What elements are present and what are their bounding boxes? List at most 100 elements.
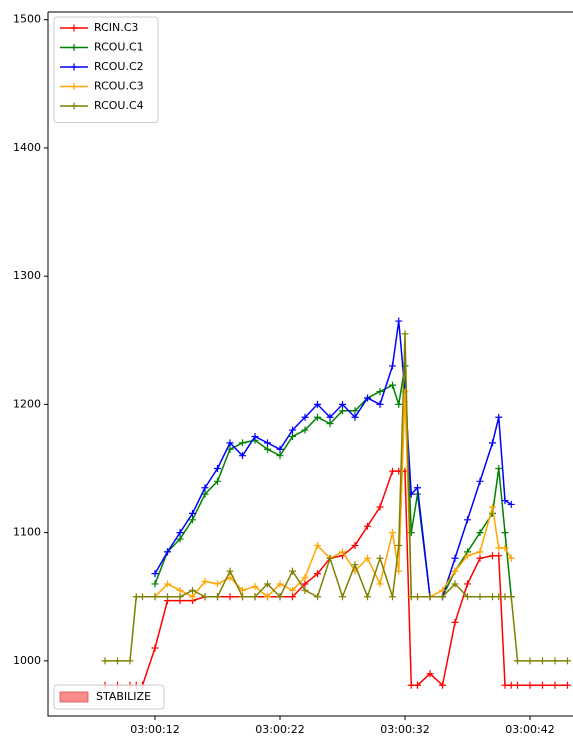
point-marker [439,681,446,689]
point-marker [276,445,284,453]
point-marker [289,567,296,575]
legend-marker [70,63,78,71]
legend-box [53,16,159,123]
point-marker [351,561,359,569]
point-marker [489,439,496,447]
point-marker [507,554,515,562]
point-marker [439,586,446,594]
point-marker [464,516,471,524]
legend-label: RCIN.C3 [94,21,138,34]
point-marker [376,400,384,408]
point-marker [251,593,259,601]
point-marker [301,580,309,588]
point-marker [301,426,309,434]
point-marker [201,484,209,492]
point-marker [376,580,384,588]
point-marker [276,593,284,601]
x-tick-label: 03:00:12 [130,723,179,736]
point-marker [264,580,271,588]
point-marker [389,362,396,370]
point-marker [201,577,209,585]
point-marker [489,593,496,601]
legend-marker [70,24,78,32]
point-marker [214,465,221,473]
point-marker [407,593,415,601]
point-marker [551,657,559,665]
point-marker [451,554,459,562]
point-marker [426,593,434,601]
point-marker [414,593,421,601]
point-marker [376,388,384,396]
point-marker [164,548,171,556]
point-marker [501,544,509,552]
point-marker [251,432,259,440]
point-marker [407,681,415,689]
point-marker [514,681,521,689]
point-marker [189,586,196,594]
legend-marker [70,44,78,51]
point-marker [301,586,309,594]
point-marker [526,657,534,665]
legend-label: RCOU.C4 [94,99,144,112]
point-marker [314,541,321,549]
point-marker [226,593,234,601]
point-marker [395,567,403,575]
y-tick-label: 1300 [13,269,41,282]
point-marker [289,593,296,601]
point-marker [564,681,571,689]
point-marker [176,535,184,543]
point-marker [526,681,534,689]
point-marker [301,574,309,582]
point-marker [476,593,484,601]
point-marker [389,529,396,537]
point-marker [151,593,159,601]
point-marker [439,593,446,601]
point-marker [301,413,309,421]
point-marker [551,681,559,689]
point-marker [389,593,396,601]
point-marker [226,439,234,447]
point-marker [507,681,515,689]
point-marker [476,477,484,485]
point-marker [339,407,346,415]
mode-label: STABILIZE [96,690,151,703]
point-marker [507,500,515,508]
point-marker [495,413,503,421]
point-marker [401,330,409,338]
point-marker [264,593,271,601]
point-marker [489,552,496,560]
point-marker [476,554,484,562]
legend-label: RCOU.C1 [94,41,144,54]
point-marker [264,439,271,447]
point-marker [376,554,384,562]
y-tick-label: 1100 [13,526,41,539]
mode-legend-box [53,684,165,710]
point-marker [414,681,421,689]
point-marker [314,570,321,578]
point-marker [289,432,296,440]
y-tick-label: 1000 [13,654,41,667]
point-marker [395,400,403,408]
point-marker [464,552,471,560]
point-marker [201,593,209,601]
point-marker [289,586,296,594]
point-marker [364,554,371,562]
point-marker [289,426,296,434]
point-marker [351,413,359,421]
point-marker [495,544,503,552]
point-marker [507,593,515,601]
point-marker [314,413,321,421]
point-marker [426,670,434,678]
legend-label: RCOU.C3 [94,80,144,93]
point-marker [139,593,146,601]
point-marker [389,467,396,475]
point-marker [239,593,246,601]
point-marker [395,541,403,549]
point-marker [451,567,459,575]
point-marker [226,567,234,575]
point-marker [339,548,346,556]
point-marker [164,593,171,601]
point-marker [351,541,359,549]
point-marker [314,400,321,408]
point-marker [364,593,371,601]
